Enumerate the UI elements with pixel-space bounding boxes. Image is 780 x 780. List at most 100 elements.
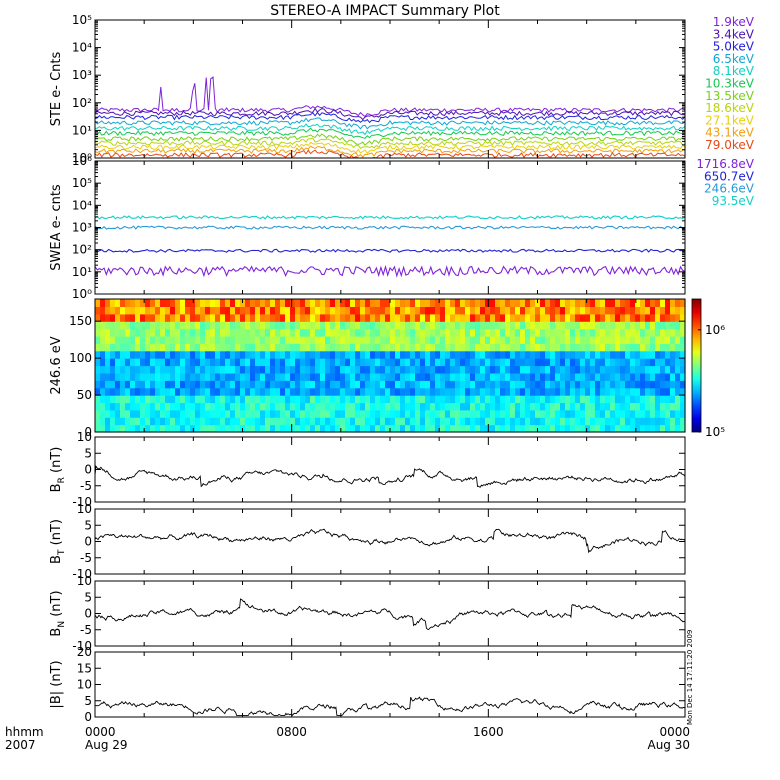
pad-heatmap-cell: [525, 328, 531, 337]
pad-heatmap-cell: [345, 365, 351, 374]
pad-heatmap-cell: [570, 328, 576, 337]
pad-heatmap-cell: [460, 299, 466, 307]
pad-heatmap-cell: [425, 306, 431, 315]
pad-heatmap-cell: [300, 343, 306, 352]
pad-heatmap-cell: [675, 402, 681, 411]
pad-heatmap-cell: [380, 424, 386, 433]
bmag-y-tick-label: 20: [77, 645, 92, 659]
br-y-label-unit: (nT): [49, 447, 64, 477]
pad-heatmap-cell: [535, 409, 541, 418]
pad-heatmap-cell: [445, 306, 451, 315]
pad-heatmap-cell: [490, 395, 496, 404]
pad-heatmap-cell: [640, 350, 646, 359]
pad-heatmap-cell: [455, 387, 461, 396]
pad-heatmap-cell: [635, 343, 641, 352]
pad-heatmap-cell: [455, 350, 461, 359]
pad-heatmap-cell: [675, 358, 681, 367]
pad-heatmap-cell: [290, 402, 296, 411]
pad-heatmap-cell: [635, 365, 641, 374]
pad-heatmap-cell: [645, 350, 651, 359]
pad-heatmap-cell: [570, 299, 576, 307]
pad-heatmap-cell: [465, 343, 471, 352]
pad-heatmap-cell: [260, 417, 266, 426]
pad-heatmap-cell: [200, 372, 206, 381]
pad-heatmap-cell: [435, 387, 441, 396]
pad-heatmap-cell: [610, 424, 616, 433]
pad-heatmap-cell: [645, 306, 651, 315]
pad-heatmap-cell: [605, 335, 611, 344]
pad-heatmap-cell: [230, 306, 236, 315]
pad-heatmap-cell: [180, 343, 186, 352]
pad-heatmap-cell: [610, 387, 616, 396]
pad-heatmap-cell: [440, 402, 446, 411]
pad-heatmap-cell: [515, 424, 521, 433]
pad-heatmap-cell: [235, 365, 241, 374]
pad-heatmap-cell: [220, 358, 226, 367]
pad-heatmap-cell: [375, 380, 381, 389]
pad-heatmap-cell: [615, 380, 621, 389]
pad-heatmap-cell: [165, 395, 171, 404]
pad-heatmap-cell: [470, 306, 476, 315]
pad-heatmap-cell: [445, 365, 451, 374]
pad-heatmap-cell: [645, 343, 651, 352]
pad-heatmap-cell: [395, 321, 401, 330]
pad-heatmap-cell: [480, 306, 486, 315]
pad-heatmap-cell: [290, 395, 296, 404]
pad-heatmap-cell: [615, 424, 621, 433]
pad-heatmap-cell: [400, 387, 406, 396]
pad-heatmap-cell: [300, 328, 306, 337]
pad-heatmap-cell: [180, 387, 186, 396]
pad-heatmap-cell: [655, 372, 661, 381]
pad-heatmap-cell: [545, 409, 551, 418]
pad-heatmap-cell: [485, 424, 491, 433]
pad-heatmap-cell: [310, 299, 316, 307]
pad-heatmap-cell: [665, 387, 671, 396]
pad-heatmap-cell: [665, 328, 671, 337]
pad-heatmap-cell: [245, 313, 251, 322]
pad-heatmap-cell: [265, 417, 271, 426]
pad-heatmap-cell: [130, 306, 136, 315]
pad-heatmap-cell: [410, 417, 416, 426]
pad-heatmap-cell: [660, 350, 666, 359]
ste-series-line: [95, 123, 685, 136]
pad-heatmap-cell: [155, 380, 161, 389]
pad-heatmap-cell: [450, 358, 456, 367]
pad-heatmap-cell: [510, 402, 516, 411]
pad-heatmap-cell: [175, 372, 181, 381]
pad-heatmap-cell: [135, 395, 141, 404]
pad-heatmap-cell: [255, 313, 261, 322]
pad-heatmap-cell: [525, 372, 531, 381]
pad-heatmap-cell: [310, 343, 316, 352]
pad-heatmap-cell: [300, 402, 306, 411]
pad-heatmap-cell: [590, 424, 596, 433]
pad-heatmap-cell: [220, 365, 226, 374]
pad-heatmap-cell: [575, 365, 581, 374]
pad-heatmap-cell: [350, 409, 356, 418]
pad-heatmap-cell: [395, 365, 401, 374]
pad-heatmap-cell: [580, 343, 586, 352]
pad-heatmap-cell: [490, 372, 496, 381]
pad-heatmap-cell: [225, 335, 231, 344]
ste-legend-entry: 13.5keV: [705, 89, 755, 103]
pad-heatmap-cell: [340, 328, 346, 337]
pad-heatmap-cell: [130, 335, 136, 344]
pad-heatmap-cell: [340, 358, 346, 367]
pad-heatmap-cell: [265, 424, 271, 433]
pad-heatmap-cell: [230, 372, 236, 381]
pad-heatmap-cell: [155, 321, 161, 330]
pad-heatmap-cell: [375, 387, 381, 396]
pad-heatmap-cell: [180, 358, 186, 367]
pad-heatmap-cell: [680, 335, 686, 344]
pad-heatmap-cell: [385, 343, 391, 352]
pad-heatmap-cell: [440, 387, 446, 396]
pad-heatmap-cell: [595, 365, 601, 374]
pad-heatmap-cell: [325, 409, 331, 418]
pad-heatmap-cell: [310, 409, 316, 418]
pad-heatmap-cell: [515, 417, 521, 426]
ste-legend-entry: 43.1keV: [705, 126, 755, 140]
pad-heatmap-cell: [585, 350, 591, 359]
pad-heatmap-cell: [170, 395, 176, 404]
pad-heatmap-cell: [445, 417, 451, 426]
pad-heatmap-cell: [95, 424, 101, 433]
pad-heatmap-cell: [475, 395, 481, 404]
